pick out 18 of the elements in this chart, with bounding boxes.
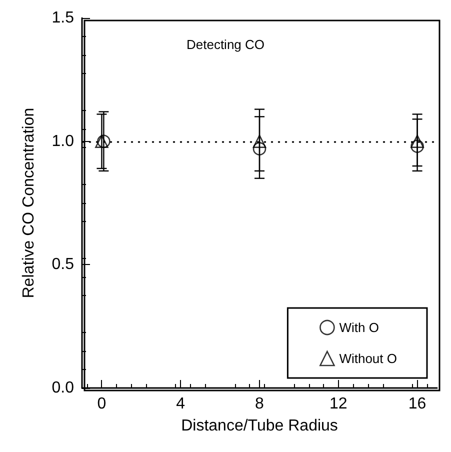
legend-label: Without O (339, 351, 397, 366)
annotation: Detecting CO (186, 37, 265, 52)
y-tick-label: 0.5 (52, 256, 74, 274)
x-tick-label: 4 (176, 396, 186, 412)
y-tick-label: 1.5 (52, 10, 74, 26)
point (410, 140, 424, 153)
legend-label: With O (339, 320, 379, 335)
x-tick-label: 16 (408, 396, 426, 412)
x-tick-label: 0 (97, 396, 106, 412)
point (410, 134, 424, 148)
y-tick-label: 0.0 (52, 380, 74, 396)
point (252, 142, 266, 156)
x-tick-label: 8 (255, 396, 264, 412)
y-axis-title: Relative CO Concentration (20, 108, 38, 298)
point (252, 134, 266, 148)
y-tick-label: 1.0 (52, 132, 74, 150)
x-axis-title: Distance/Tube Radius (181, 418, 338, 434)
x-tick-label: 12 (329, 396, 348, 412)
